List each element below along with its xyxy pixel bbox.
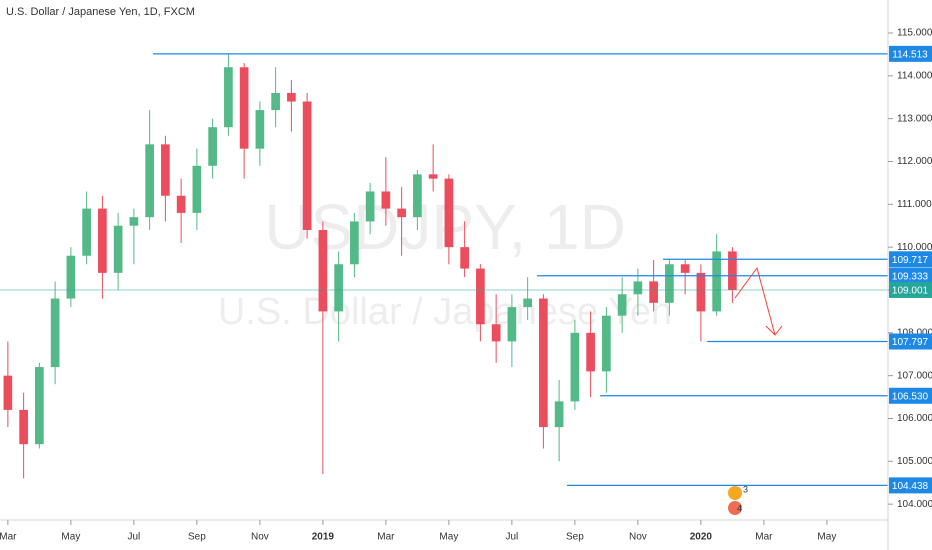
badge-count: 4 [737, 503, 742, 513]
level-label: 104.438 [892, 481, 929, 492]
x-tick-label: May [61, 532, 80, 543]
level-label-bg [889, 477, 932, 494]
candle-body [633, 281, 643, 295]
x-tick-label: Jul [127, 532, 140, 543]
plot-area [0, 53, 888, 487]
level-label-bg [889, 45, 932, 62]
candle-body [586, 332, 595, 372]
event-badges: 3 4 [728, 484, 748, 515]
candle-body [255, 110, 265, 149]
candle-body [665, 264, 674, 303]
level-label-bg [889, 333, 932, 350]
candle-body [570, 332, 580, 402]
candle-body [539, 298, 548, 428]
candle-body [381, 191, 391, 209]
candle-body [460, 247, 469, 269]
candle-body [129, 217, 139, 226]
level-label: 109.717 [892, 255, 929, 266]
x-tick-label: Jul [505, 532, 518, 543]
x-tick-label: Mar [0, 532, 17, 543]
level-label-bg [889, 251, 932, 268]
candle-body [712, 251, 721, 312]
candle-body [192, 165, 202, 213]
candle-body [224, 67, 233, 128]
candle-body [728, 251, 737, 290]
x-tick-label: May [817, 532, 836, 543]
y-tick-label: 107.000 [897, 370, 932, 381]
x-tick-label: 2020 [690, 532, 713, 543]
candle-body [145, 144, 154, 218]
x-tick-label: Sep [188, 532, 206, 543]
candle-body [334, 264, 343, 312]
candle-body [523, 298, 532, 308]
x-tick-label: Nov [629, 532, 647, 543]
candle-body [271, 92, 280, 111]
y-tick-label: 114.000 [897, 70, 932, 81]
level-label-bg [889, 387, 932, 404]
forecast-arrow [734, 266, 783, 336]
candle-body [66, 255, 76, 299]
y-tick-label: 112.000 [897, 156, 932, 167]
candle-body [239, 67, 249, 149]
candle-body [82, 208, 91, 256]
candle-body [507, 307, 517, 342]
level-label: 106.530 [892, 391, 929, 402]
chart-title: U.S. Dollar / Japanese Yen, 1D, FXCM [6, 6, 195, 18]
y-tick-label: 105.000 [897, 456, 932, 467]
candle-body [649, 281, 658, 303]
candle-body [50, 298, 60, 368]
candle-body [554, 401, 564, 428]
candle-body [287, 92, 296, 102]
title-bg [0, 0, 260, 22]
candle-body [696, 272, 706, 312]
x-tick-label: Mar [377, 532, 395, 543]
candle-body [602, 315, 611, 372]
x-tick-label: 2019 [312, 532, 335, 543]
badge-count: 3 [743, 484, 748, 494]
level-label: 109.333 [892, 271, 929, 282]
candle-body [98, 208, 107, 273]
candle-body [19, 409, 28, 445]
candle-body [3, 375, 13, 410]
y-tick-label: 111.000 [897, 199, 932, 210]
x-tick-label: May [439, 532, 458, 543]
candle-body [208, 127, 217, 166]
y-tick-label: 106.000 [897, 413, 932, 424]
candle-body [161, 144, 170, 196]
current-price-label-bg [889, 281, 932, 298]
watermark-name: U.S. Dollar / Japanese Yen [218, 291, 672, 333]
y-tick-label: 104.000 [897, 499, 932, 510]
candle-body [680, 264, 690, 273]
candle-body [302, 101, 312, 231]
candle-body [491, 324, 501, 342]
candle-body [397, 208, 406, 218]
candle-body [35, 367, 44, 445]
y-tick-label: 110.000 [897, 242, 932, 253]
candle-body [428, 174, 438, 179]
y-tick-label: 115.000 [897, 28, 932, 39]
candle-body [318, 230, 328, 312]
x-tick-label: Nov [251, 532, 269, 543]
candle-body [365, 191, 375, 222]
candle-body [176, 195, 186, 213]
y-tick-label: 108.000 [897, 327, 932, 338]
candle-body [476, 268, 485, 325]
candle-body [350, 221, 359, 265]
level-label: 107.797 [892, 337, 929, 348]
candle-body [413, 174, 422, 218]
y-tick-label: 113.000 [897, 113, 932, 124]
level-label-bg [889, 267, 932, 284]
current-price-label: 109.001 [892, 286, 929, 297]
candle-body [617, 294, 627, 316]
candle-body [113, 225, 123, 273]
candle-body [444, 178, 454, 248]
level-label: 114.513 [892, 49, 928, 60]
x-tick-label: Sep [566, 532, 584, 543]
x-tick-label: Mar [755, 532, 773, 543]
